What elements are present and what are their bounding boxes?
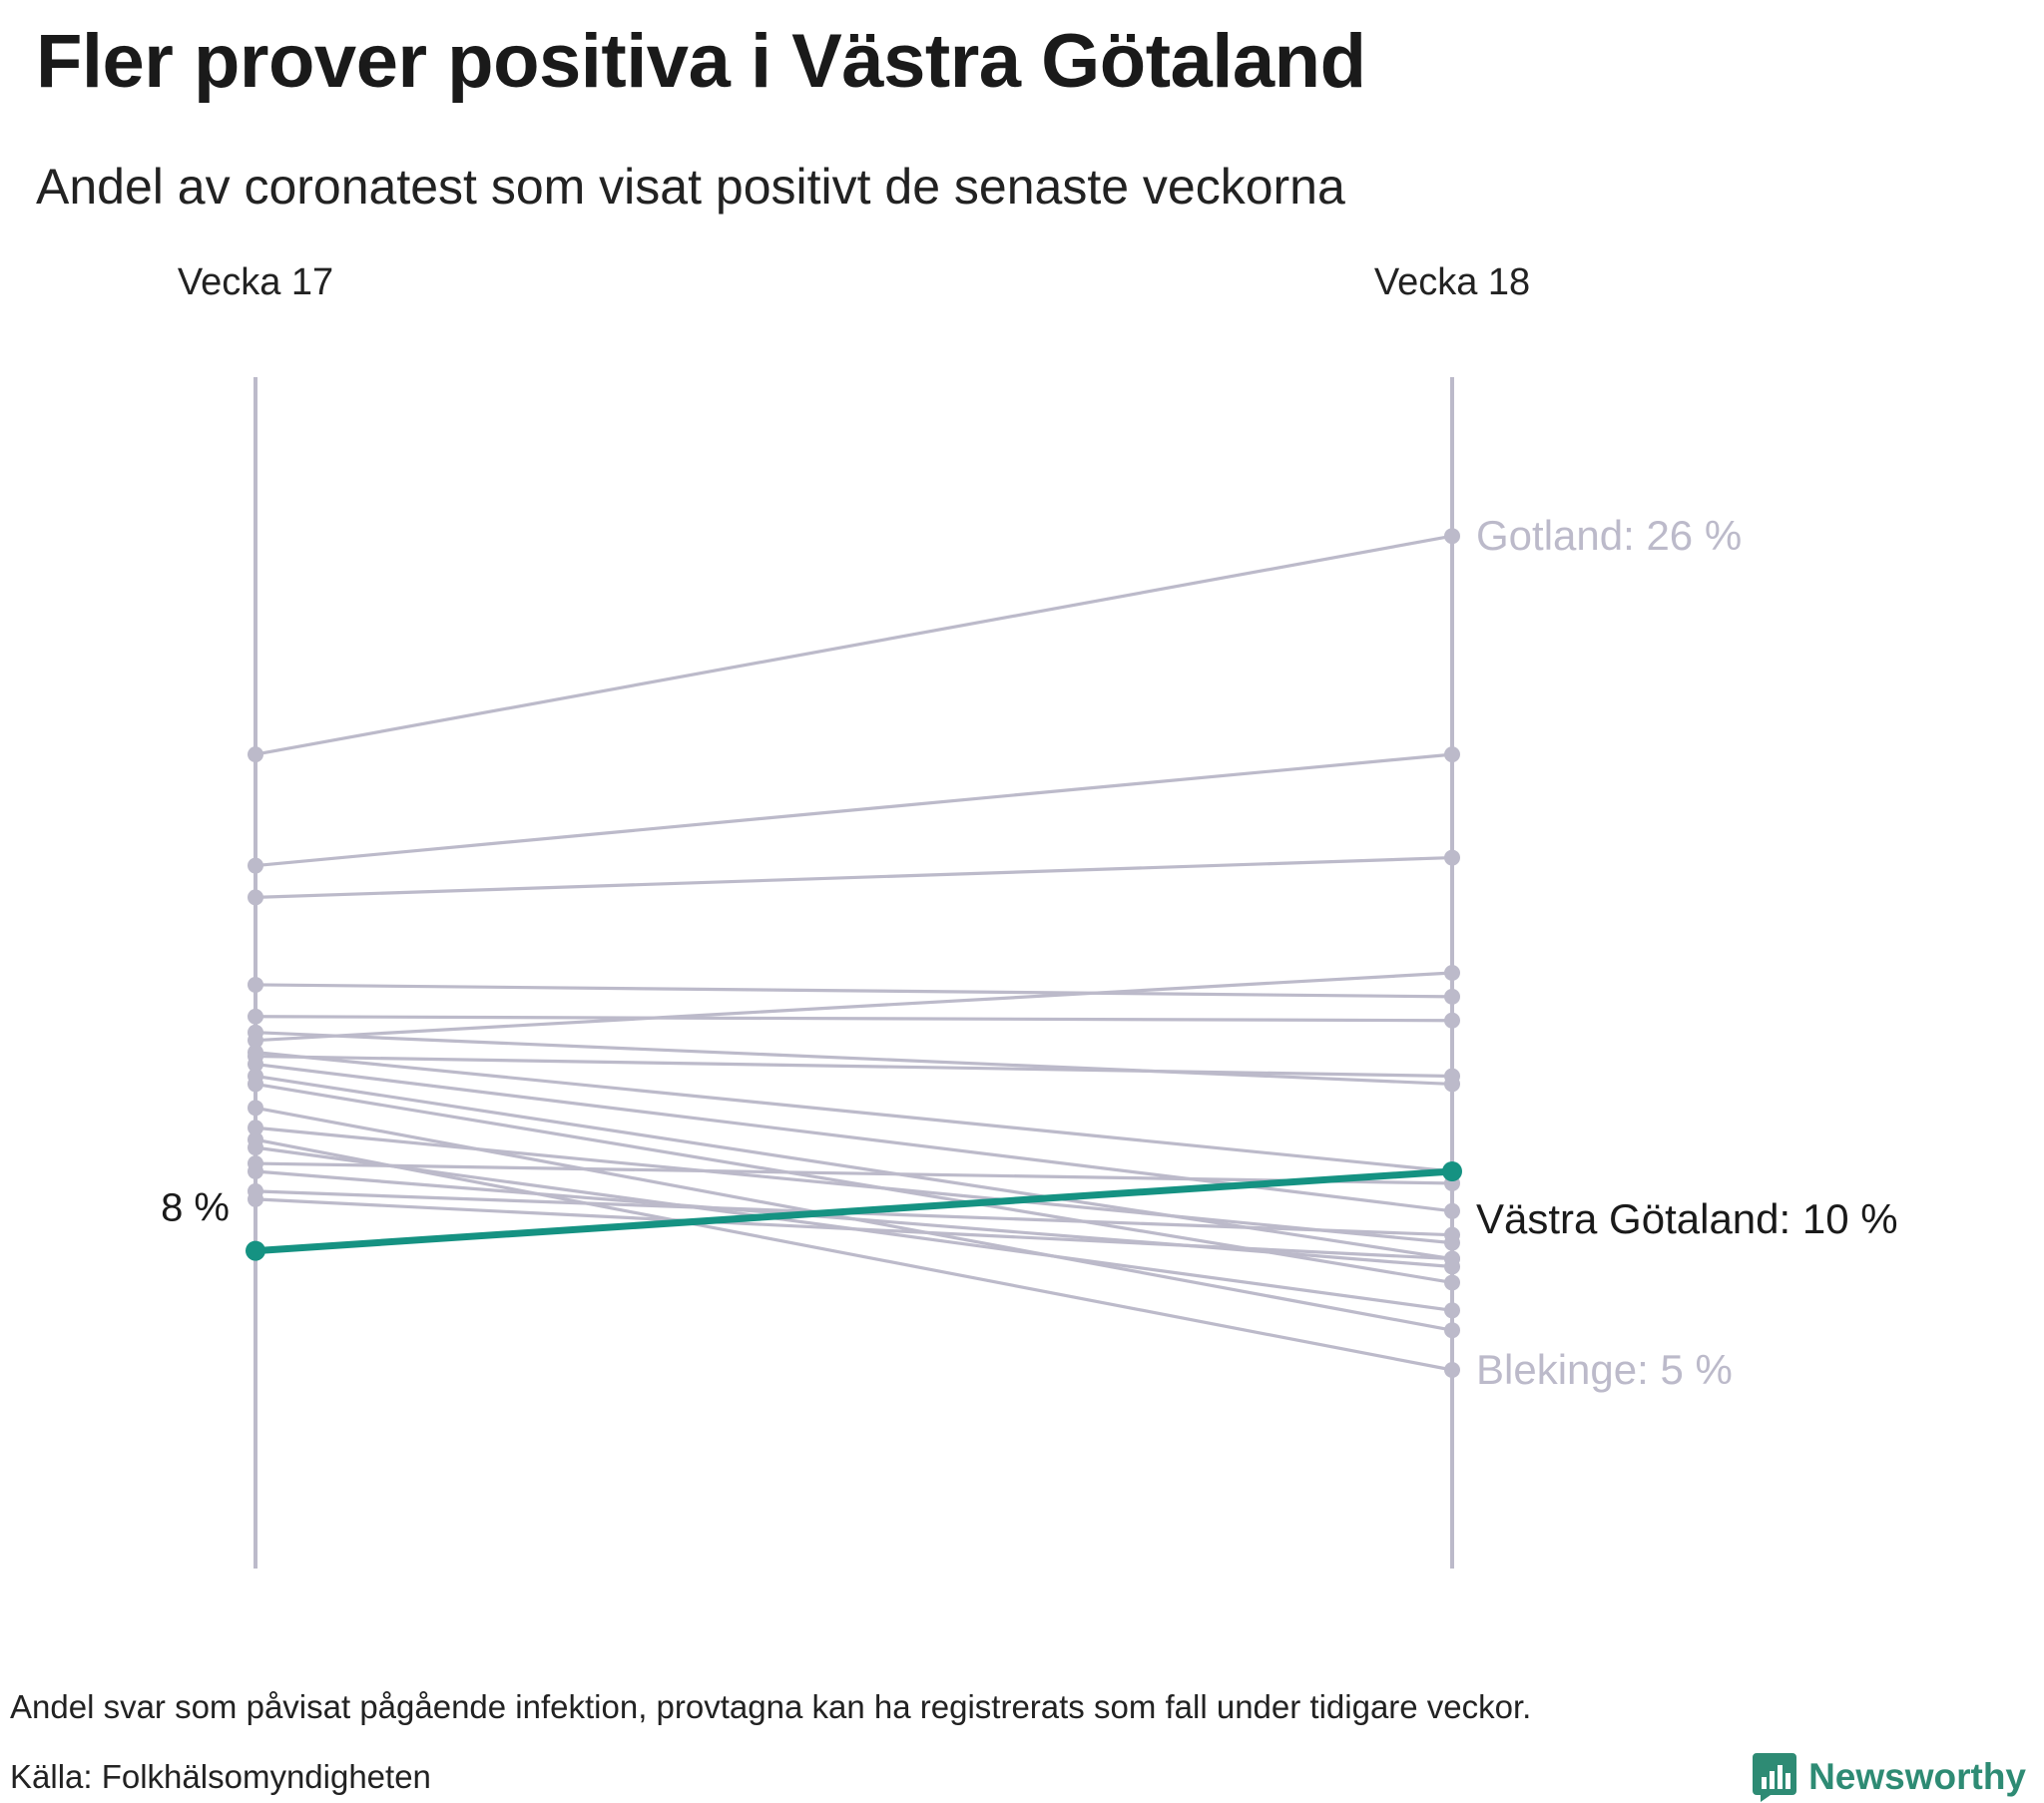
series-point-week-17-13	[248, 1120, 263, 1136]
series-line-7	[255, 1031, 1453, 1087]
series-line-5	[255, 1015, 1453, 1023]
series-point-week-18-4	[1444, 965, 1460, 981]
series-point-week-17-7	[248, 1024, 263, 1041]
chart-subtitle: Andel av coronatest som visat positivt d…	[36, 159, 1345, 215]
series-point-week-18-9	[1444, 1202, 1460, 1219]
brand-name: Newsworthy	[1808, 1756, 2026, 1797]
highlight-point-week-18	[1442, 1161, 1462, 1181]
end-label-gotland: Gotland: 26 %	[1476, 512, 1742, 559]
series-point-week-18-16	[1444, 1250, 1460, 1267]
series-line-1	[255, 752, 1453, 868]
series-line-6	[255, 1054, 1453, 1079]
series-point-week-18-12	[1444, 1322, 1460, 1339]
series-point-week-17-3	[248, 976, 263, 993]
series-point-week-18-1	[1444, 746, 1460, 763]
series-point-week-18-2	[1444, 849, 1460, 866]
series-point-week-17-12	[248, 1100, 263, 1117]
series-line-8	[255, 1051, 1453, 1173]
series-line-3	[255, 983, 1453, 999]
series-point-week-18-7	[1444, 1076, 1460, 1093]
series-line-19	[255, 1137, 1453, 1372]
series-line-9	[255, 1062, 1453, 1213]
series-point-week-17-5	[248, 1008, 263, 1025]
series-point-week-17-0	[248, 746, 263, 763]
highlight-point-week-17	[246, 1240, 265, 1261]
series-line-14	[255, 1169, 1453, 1269]
source-note: Källa: Folkhälsomyndigheten	[10, 1758, 431, 1795]
series-point-week-18-0	[1444, 528, 1460, 545]
series-point-week-17-17	[248, 1155, 263, 1172]
end-label-v-stra-g-taland: Västra Götaland: 10 %	[1476, 1195, 1898, 1242]
series-point-week-17-1	[248, 857, 263, 874]
column-header-week-18: Vecka 18	[1373, 261, 1531, 303]
bar-chart-logo-icon	[1753, 1753, 1797, 1802]
series-point-week-17-18	[248, 1182, 263, 1199]
end-label-blekinge: Blekinge: 5 %	[1476, 1346, 1733, 1393]
highlight-start-label: 8 %	[161, 1186, 230, 1230]
series-line-16	[255, 1197, 1453, 1261]
column-header-week-17: Vecka 17	[177, 261, 334, 303]
series-point-week-18-11	[1444, 1274, 1460, 1291]
series-line-13	[255, 1126, 1453, 1245]
series-point-week-18-18	[1444, 1226, 1460, 1243]
series-point-week-17-19	[248, 1131, 263, 1148]
brand-logo: Newsworthy	[1751, 1751, 2026, 1803]
series-point-week-17-9	[248, 1056, 263, 1073]
series-line-4	[255, 971, 1453, 1043]
chart-title: Fler prover positiva i Västra Götaland	[36, 19, 1366, 104]
series-line-17	[255, 1161, 1453, 1185]
footnote: Andel svar som påvisat pågående infektio…	[10, 1688, 1532, 1725]
series-point-week-17-2	[248, 889, 263, 906]
slope-chart: 8 % Gotland: 26 % Blekinge: 5 % Västra Göta…	[161, 377, 1898, 1569]
series-point-week-18-19	[1444, 1362, 1460, 1378]
series-line-0	[255, 534, 1453, 756]
series-point-week-18-3	[1444, 988, 1460, 1005]
highlight-line	[255, 1167, 1453, 1255]
series-point-week-18-15	[1444, 1302, 1460, 1319]
series-point-week-18-5	[1444, 1012, 1460, 1029]
series-point-week-17-8	[248, 1044, 263, 1061]
series-point-week-17-11	[248, 1076, 263, 1093]
series-line-2	[255, 855, 1453, 899]
